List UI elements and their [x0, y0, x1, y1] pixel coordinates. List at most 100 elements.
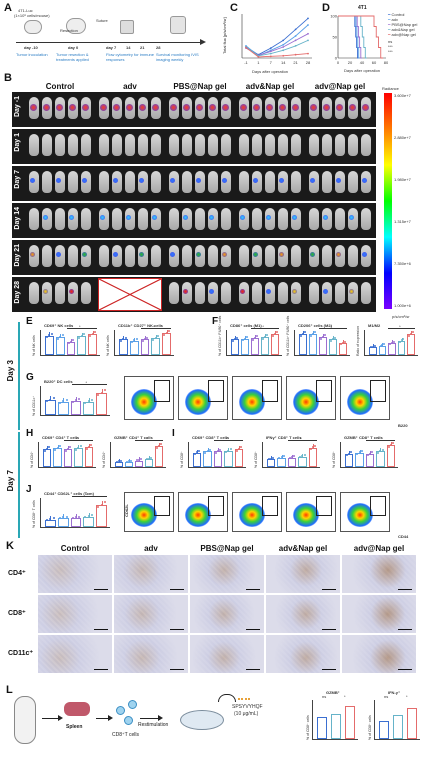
- luminescence-spot: [30, 252, 35, 257]
- x-tick-label: 60: [372, 60, 377, 65]
- peptide-icon: [238, 692, 250, 700]
- mouse-image: [29, 282, 39, 304]
- series-line: [245, 47, 309, 58]
- series-line: [245, 18, 309, 56]
- density-cloud: [293, 388, 319, 415]
- data-dot: [65, 398, 68, 401]
- bar: [251, 338, 259, 355]
- mouse-image: [335, 282, 345, 304]
- panel-label-g: G: [26, 372, 34, 383]
- scale-bar: [322, 629, 336, 630]
- cell-label: 4T1-Luc: [18, 8, 33, 13]
- error-bar: [92, 330, 94, 334]
- luminescence-spot: [323, 289, 328, 294]
- bar: [407, 334, 415, 355]
- error-bar: [76, 397, 77, 401]
- data-dot: [266, 333, 268, 336]
- chart-ylabel: % of CD8⁺: [332, 451, 336, 468]
- data-dot: [370, 346, 372, 349]
- significance-bracket: [64, 440, 94, 441]
- data-dot: [46, 518, 48, 521]
- panel-label-e: E: [26, 316, 33, 327]
- luminescence-spot: [126, 104, 133, 111]
- step-resection: Resection: [60, 28, 78, 33]
- scale-bar: [170, 589, 184, 590]
- cell-icon: [128, 700, 137, 709]
- mouse-image: [252, 282, 262, 304]
- luminescence-spot: [336, 252, 341, 257]
- significance-bracket: [135, 440, 164, 441]
- data-dot: [69, 446, 72, 449]
- luminescence-spot: [183, 289, 188, 294]
- ihc-image: [342, 555, 416, 593]
- data-dot: [383, 343, 386, 346]
- data-dot: [140, 458, 142, 461]
- row-label: CD4⁺: [8, 570, 26, 577]
- data-dot: [163, 334, 166, 337]
- panel-label-j: J: [26, 484, 32, 495]
- luminescence-spot: [170, 178, 175, 183]
- data-dot: [314, 444, 316, 447]
- significance-bracket: [67, 328, 97, 329]
- luminescence-spot: [82, 178, 87, 183]
- data-dot: [208, 448, 211, 451]
- error-bar: [197, 449, 198, 453]
- luminescence-spot: [30, 104, 37, 111]
- luminescence-spot: [209, 289, 214, 294]
- density-cloud: [347, 388, 373, 415]
- chart-ylabel: Ratio of expression: [356, 326, 360, 356]
- data-dot: [302, 333, 304, 336]
- error-bar: [78, 445, 79, 449]
- mouse-image: [68, 171, 78, 193]
- error-bar: [238, 446, 240, 450]
- data-dot: [100, 391, 103, 394]
- flow-plot: [178, 376, 228, 420]
- data-dot: [128, 460, 130, 463]
- step-restim: Restimulation: [138, 722, 169, 728]
- data-dot: [46, 336, 48, 339]
- chart-ylabel: % of CD4⁺: [30, 451, 34, 468]
- legend-item: ━ PBS@Nap gel: [388, 22, 418, 27]
- error-bar: [392, 340, 393, 344]
- luminescence-spot: [266, 215, 271, 220]
- bar: [96, 392, 107, 415]
- flow-cytometer-illustration: [120, 20, 134, 34]
- data-dot: [65, 515, 68, 518]
- gate: [370, 380, 386, 402]
- luminescence-spot: [240, 104, 247, 111]
- arrow-icon: [58, 715, 63, 721]
- significance-mark: *: [75, 436, 78, 441]
- data-dot: [392, 340, 395, 343]
- data-point: [294, 39, 297, 42]
- data-dot: [70, 340, 72, 343]
- scale-bar: [246, 589, 260, 590]
- data-dot: [67, 448, 69, 451]
- column-header: adv@Nap gel: [353, 544, 405, 553]
- mouse-image: [322, 134, 332, 156]
- data-dot: [227, 449, 230, 452]
- luminescence-spot: [43, 215, 48, 220]
- bar: [224, 450, 233, 467]
- luminescence-spot: [113, 178, 118, 183]
- x-tick-label: 28: [306, 60, 311, 65]
- bar: [55, 336, 65, 355]
- chart-ylabel: % of CD11b⁺ F4/80⁺ cells: [218, 315, 222, 356]
- data-dot: [381, 344, 384, 347]
- luminescence-spot: [266, 289, 271, 294]
- data-dot: [54, 449, 57, 452]
- error-bar: [323, 333, 324, 337]
- data-dot: [300, 335, 302, 338]
- error-bar: [312, 444, 314, 448]
- data-dot: [135, 338, 138, 340]
- data-point: [294, 28, 297, 31]
- flow-plot: [286, 492, 336, 532]
- data-dot: [214, 451, 217, 454]
- data-dot: [116, 460, 118, 463]
- significance-bracket: [71, 384, 107, 385]
- mouse-image: [348, 134, 358, 156]
- luminescence-spot: [82, 104, 89, 111]
- luminescence-spot: [196, 178, 201, 183]
- error-bar: [166, 329, 168, 333]
- day-tick: 14: [126, 45, 131, 50]
- row-label: Day 28: [14, 281, 21, 304]
